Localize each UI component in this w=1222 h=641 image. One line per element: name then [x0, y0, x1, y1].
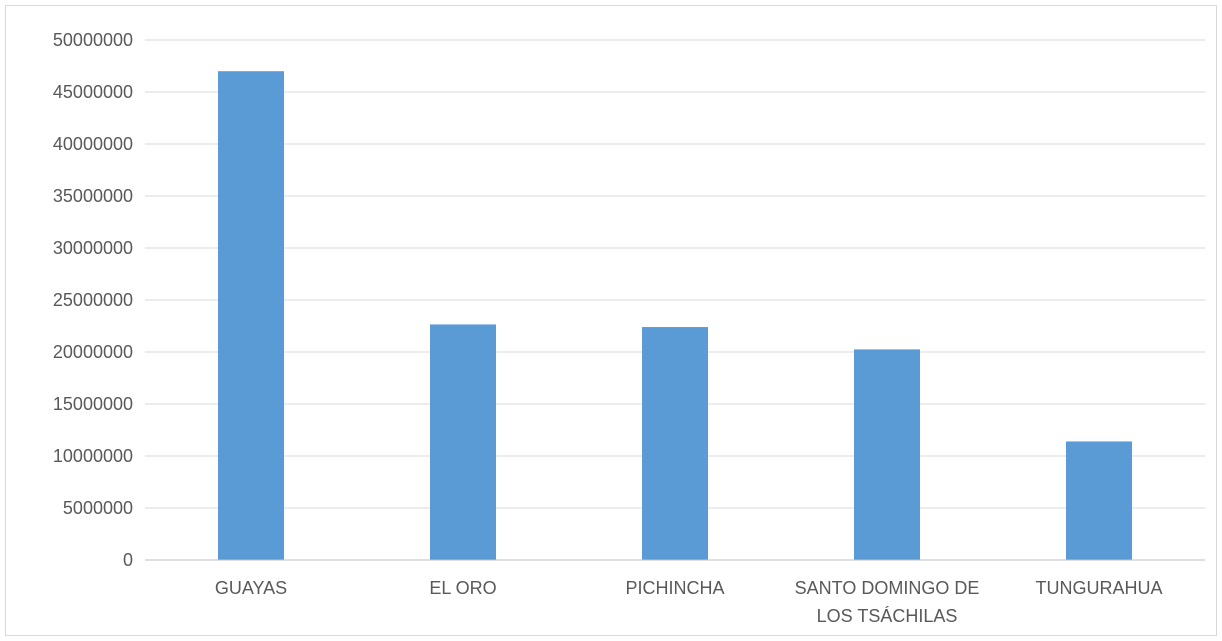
y-tick-label: 40000000 [53, 134, 133, 154]
bar [854, 349, 920, 560]
x-category-label-line: PICHINCHA [625, 578, 724, 598]
y-tick-label: 10000000 [53, 446, 133, 466]
y-tick-label: 5000000 [63, 498, 133, 518]
x-category-label-line: LOS TSÁCHILAS [817, 606, 958, 626]
x-axis-labels: GUAYAS EL ORO PICHINCHA SANTO DOMINGO DE LOS… [215, 578, 1163, 626]
y-tick-label: 30000000 [53, 238, 133, 258]
x-category-label: TUNGURAHUA [1035, 578, 1162, 598]
x-category-label-line: TUNGURAHUA [1035, 578, 1162, 598]
chart-frame [5, 5, 1217, 636]
gridlines [145, 39, 1205, 509]
bar [430, 324, 496, 560]
x-category-label: SANTO DOMINGO DE LOS TSÁCHILAS [795, 578, 980, 626]
y-tick-label: 25000000 [53, 290, 133, 310]
y-tick-label: 50000000 [53, 30, 133, 50]
y-tick-label: 0 [123, 550, 133, 570]
x-category-label-line: GUAYAS [215, 578, 287, 598]
y-tick-label: 45000000 [53, 82, 133, 102]
bar [642, 327, 708, 560]
x-category-label-line: SANTO DOMINGO DE [795, 578, 980, 598]
x-category-label-line: EL ORO [429, 578, 496, 598]
bar [218, 71, 284, 560]
x-category-label: PICHINCHA [625, 578, 724, 598]
bar [1066, 441, 1132, 560]
y-tick-label: 20000000 [53, 342, 133, 362]
y-tick-label: 15000000 [53, 394, 133, 414]
x-category-label: GUAYAS [215, 578, 287, 598]
x-category-label: EL ORO [429, 578, 496, 598]
bars [218, 71, 1132, 560]
y-axis-ticks: 0 5000000 10000000 15000000 20000000 25000000… [53, 30, 133, 570]
y-tick-label: 35000000 [53, 186, 133, 206]
